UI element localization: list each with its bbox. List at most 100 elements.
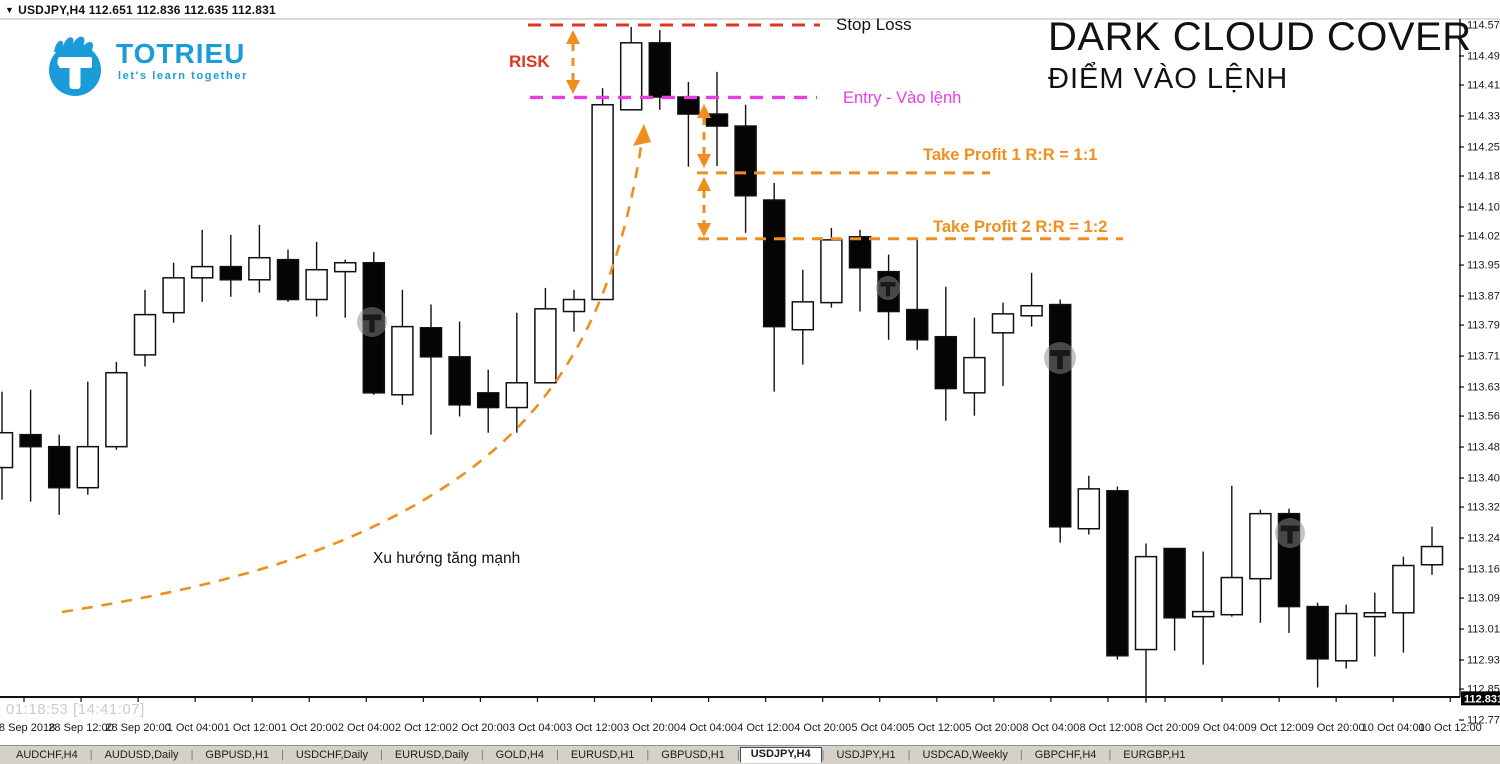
tab-usdjpy-h1[interactable]: USDJPY,H1 (836, 748, 896, 761)
tab-audusd-daily[interactable]: AUDUSD,Daily (104, 748, 179, 761)
watermark-logo-ghost (876, 276, 900, 300)
candle (248, 224, 271, 293)
price-axis-label: 113.635 (1467, 382, 1500, 394)
time-axis-label: 2 Oct 04:00 (338, 722, 395, 734)
tab-separator: | (1019, 749, 1023, 761)
time-axis-label: 28 Sep 12:00 (48, 722, 113, 734)
tab-separator: | (736, 749, 740, 761)
time-axis-label: 2 Oct 20:00 (452, 722, 509, 734)
symbol-title: USDJPY,H4 112.651 112.836 112.635 112.83… (18, 3, 276, 17)
price-axis-label: 114.255 (1467, 141, 1500, 153)
candle (1134, 543, 1158, 703)
candle (391, 289, 414, 405)
trend-label: Xu hướng tăng mạnh (373, 550, 521, 567)
candle (76, 381, 100, 495)
time-axis-label: 10 Oct 12:00 (1419, 722, 1482, 734)
tab-gbpusd-h1[interactable]: GBPUSD,H1 (661, 748, 725, 761)
candle (991, 302, 1015, 386)
time-axis-label: 28 Sep 20:00 (105, 722, 170, 734)
price-axis-label: 114.415 (1467, 80, 1500, 92)
candle (1363, 592, 1387, 657)
candle (963, 317, 986, 416)
logo-name: TOTRIEU (116, 38, 246, 69)
uptrend-arrow-curve (61, 139, 644, 614)
price-axis-label: 113.560 (1467, 411, 1500, 423)
price-axis-label: 113.870 (1467, 291, 1500, 303)
entry-label: Entry - Vào lệnh (843, 89, 962, 107)
candle (305, 241, 328, 317)
tab-usdjpy-h4[interactable]: USDJPY,H4 (739, 747, 822, 763)
totrieu-logo-icon (49, 36, 101, 96)
tab-eurgbp-h1[interactable]: EURGBP,H1 (1123, 748, 1186, 761)
time-axis-label: 4 Oct 12:00 (737, 722, 794, 734)
price-axis-label: 112.775 (1467, 715, 1500, 727)
tab-gbpchf-h4[interactable]: GBPCHF,H4 (1034, 748, 1097, 761)
tab-separator: | (89, 749, 93, 761)
time-axis-label: 5 Oct 04:00 (851, 722, 908, 734)
take-profit-1-label: Take Profit 1 R:R = 1:1 (923, 146, 1098, 164)
risk-label: RISK (509, 52, 550, 71)
candle (1163, 547, 1186, 651)
candle (162, 262, 185, 323)
candle (591, 88, 614, 301)
price-axis-label: 113.325 (1467, 502, 1500, 514)
time-axis-label: 9 Oct 20:00 (1308, 722, 1365, 734)
tab-usdcad-weekly[interactable]: USDCAD,Weekly (922, 748, 1008, 761)
price-axis-label: 113.795 (1467, 320, 1500, 332)
symbol-dropdown-icon[interactable]: ▼ (5, 5, 15, 15)
candle (505, 312, 529, 433)
price-axis-label: 114.335 (1467, 110, 1500, 122)
current-price-badge (1461, 691, 1500, 706)
price-axis-label: 113.950 (1467, 260, 1500, 272)
candle (219, 234, 243, 297)
candle (1048, 299, 1072, 543)
tab-usdchf-daily[interactable]: USDCHF,Daily (295, 748, 368, 761)
time-axis-label: 4 Oct 04:00 (680, 722, 737, 734)
tab-gold-h4[interactable]: GOLD,H4 (495, 748, 544, 761)
measure-arrowhead (697, 177, 711, 191)
candle (934, 286, 958, 421)
tab-eurusd-daily[interactable]: EURUSD,Daily (394, 748, 469, 761)
tab-separator: | (480, 749, 484, 761)
clock-overlay: 01:18:53 [14:41:07] (6, 701, 145, 718)
time-axis-label: 28 Sep 2018 (0, 722, 55, 734)
price-axis-label: 113.715 (1467, 351, 1500, 363)
candle (133, 289, 157, 367)
time-axis-label: 3 Oct 12:00 (566, 722, 623, 734)
candle (562, 289, 586, 332)
candle (534, 287, 557, 384)
price-axis-label: 113.165 (1467, 564, 1500, 576)
time-axis-label: 2 Oct 12:00 (395, 722, 452, 734)
tab-eurusd-h1[interactable]: EURUSD,H1 (570, 748, 635, 761)
price-axis-label: 114.180 (1467, 171, 1500, 183)
heading-title: DARK CLOUD COVER (1048, 15, 1472, 59)
candle (105, 361, 128, 450)
candle (648, 30, 672, 110)
take-profit-2-label: Take Profit 2 R:R = 1:2 (933, 218, 1108, 236)
tab-separator: | (907, 749, 911, 761)
time-axis-label: 9 Oct 04:00 (1194, 722, 1251, 734)
time-axis-label: 3 Oct 20:00 (623, 722, 680, 734)
candle (47, 434, 71, 515)
measure-arrowhead (697, 154, 711, 168)
chart-title-bar: ▼ USDJPY,H4 112.651 112.836 112.635 112.8… (5, 3, 276, 17)
candle (705, 71, 729, 166)
tab-separator: | (646, 749, 650, 761)
candle (333, 259, 357, 318)
time-axis-label: 1 Oct 12:00 (224, 722, 281, 734)
time-axis-label: 5 Oct 20:00 (965, 722, 1022, 734)
tab-audchf-h4[interactable]: AUDCHF,H4 (16, 748, 78, 761)
candle (677, 81, 700, 167)
candle (1020, 272, 1043, 327)
price-axis-label: 114.490 (1467, 50, 1500, 62)
heading-subtitle: ĐIỂM VÀO LỆNH (1048, 63, 1289, 95)
candle (905, 239, 929, 350)
candle (1191, 551, 1215, 665)
time-axis-label: 3 Oct 04:00 (509, 722, 566, 734)
time-axis-label: 8 Oct 12:00 (1080, 722, 1137, 734)
time-axis-label: 1 Oct 04:00 (167, 722, 224, 734)
time-axis-label: 8 Oct 20:00 (1137, 722, 1194, 734)
candle (1334, 604, 1358, 669)
tab-gbpusd-h1[interactable]: GBPUSD,H1 (205, 748, 269, 761)
